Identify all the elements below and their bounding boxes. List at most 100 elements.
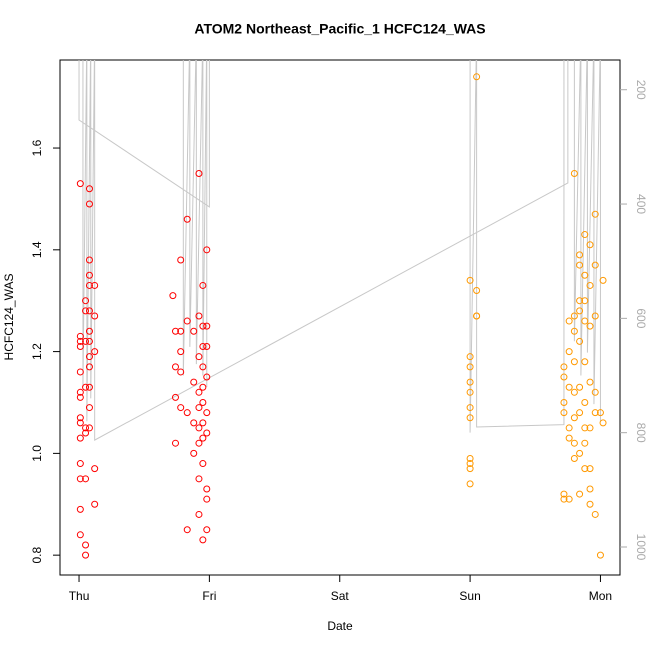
data-point: [195, 439, 203, 447]
data-point: [177, 256, 185, 264]
y-axis-label: HCFC124_WAS: [2, 274, 16, 361]
data-point: [570, 439, 578, 447]
y-tick-label: 1.0: [30, 445, 44, 462]
data-point: [581, 271, 589, 279]
data-point: [203, 343, 211, 351]
data-point: [171, 393, 179, 401]
data-point: [203, 409, 211, 417]
data-point: [570, 327, 578, 335]
data-point: [171, 363, 179, 371]
data-point: [85, 337, 93, 345]
data-point: [82, 337, 90, 345]
data-point: [591, 510, 599, 518]
data-point: [576, 297, 584, 305]
y2-tick-label: 800: [634, 423, 648, 443]
data-point: [581, 317, 589, 325]
data-point: [190, 378, 198, 386]
data-point: [560, 495, 568, 503]
data-point: [581, 297, 589, 305]
data-point: [199, 398, 207, 406]
data-point: [586, 241, 594, 249]
data-point: [82, 307, 90, 315]
data-point: [177, 404, 185, 412]
data-point: [85, 404, 93, 412]
data-point: [76, 368, 84, 376]
data-point: [203, 429, 211, 437]
data-point: [199, 343, 207, 351]
data-point: [85, 424, 93, 432]
data-point: [82, 429, 90, 437]
data-point: [199, 536, 207, 544]
data-point: [591, 388, 599, 396]
y-tick-label: 1.4: [30, 241, 44, 258]
data-point: [565, 424, 573, 432]
data-point: [183, 526, 191, 534]
data-point: [203, 246, 211, 254]
data-point: [177, 327, 185, 335]
data-point: [581, 465, 589, 473]
y2-tick-label: 600: [634, 308, 648, 328]
data-point: [91, 312, 99, 320]
data-point: [76, 414, 84, 422]
data-point: [599, 276, 607, 284]
data-point: [76, 337, 84, 345]
data-point: [76, 343, 84, 351]
data-point: [581, 231, 589, 239]
data-point: [581, 358, 589, 366]
data-point: [76, 434, 84, 442]
data-point: [85, 271, 93, 279]
x-tick-label: Thu: [69, 589, 90, 603]
data-point: [565, 495, 573, 503]
data-point: [199, 322, 207, 330]
data-point: [85, 256, 93, 264]
data-point: [82, 383, 90, 391]
data-point: [570, 169, 578, 177]
data-point: [76, 531, 84, 539]
x-tick-label: Mon: [589, 589, 612, 603]
data-point: [466, 460, 474, 468]
data-point: [203, 373, 211, 381]
y-tick-label: 0.8: [30, 546, 44, 563]
data-point: [195, 169, 203, 177]
data-point: [599, 419, 607, 427]
data-point: [596, 551, 604, 559]
data-point: [570, 312, 578, 320]
x-tick-label: Fri: [202, 589, 216, 603]
data-point: [576, 251, 584, 259]
data-point: [586, 500, 594, 508]
data-point: [473, 312, 481, 320]
y2-tick-label: 400: [634, 194, 648, 214]
data-point: [195, 353, 203, 361]
data-point: [560, 373, 568, 381]
y-tick-label: 1.2: [30, 343, 44, 360]
data-point: [76, 393, 84, 401]
data-point: [85, 307, 93, 315]
data-point: [466, 378, 474, 386]
data-point: [586, 378, 594, 386]
data-point: [473, 287, 481, 295]
data-point: [76, 460, 84, 468]
data-point: [560, 363, 568, 371]
data-point: [466, 388, 474, 396]
data-point: [195, 424, 203, 432]
data-point: [190, 449, 198, 457]
data-point: [560, 398, 568, 406]
data-point: [85, 185, 93, 193]
data-point: [199, 419, 207, 427]
data-point: [190, 327, 198, 335]
data-point: [171, 439, 179, 447]
data-point: [195, 388, 203, 396]
data-point: [76, 332, 84, 340]
plot-area: [76, 60, 607, 559]
data-point: [76, 180, 84, 188]
data-point: [565, 434, 573, 442]
data-point: [91, 281, 99, 289]
data-point: [177, 348, 185, 356]
data-point: [82, 551, 90, 559]
data-point: [570, 388, 578, 396]
data-point: [576, 261, 584, 269]
data-point: [195, 510, 203, 518]
x-tick-label: Sat: [331, 589, 350, 603]
data-point: [570, 358, 578, 366]
